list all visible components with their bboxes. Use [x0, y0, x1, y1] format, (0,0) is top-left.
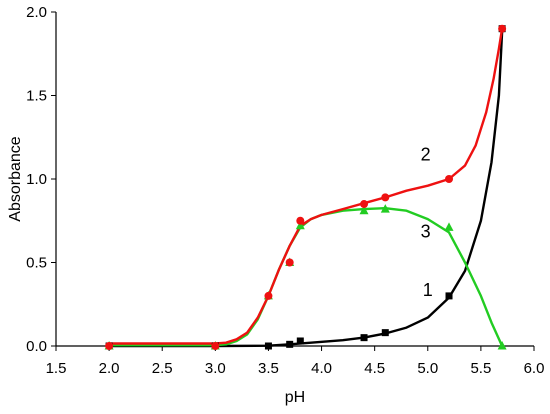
series-3-point [497, 341, 507, 350]
x-tick-label: 6.0 [524, 360, 545, 377]
series-markers [104, 24, 507, 350]
x-tick-label: 4.5 [364, 360, 385, 377]
series-3-point [295, 220, 305, 230]
series-1-point [360, 334, 368, 342]
x-tick-label: 2.0 [99, 360, 120, 377]
x-tick-label: 5.5 [470, 360, 491, 377]
series-1-point [296, 337, 304, 345]
series-2-line [107, 27, 504, 345]
y-tick-label: 0.5 [26, 255, 47, 272]
series-2-point [296, 216, 305, 225]
y-tick-label: 1.5 [26, 88, 47, 105]
x-tick-label: 1.5 [46, 360, 67, 377]
x-tick-label: 3.0 [205, 360, 226, 377]
y-tick-label: 2.0 [26, 4, 47, 21]
series-3-line [107, 207, 504, 348]
series-1-point [445, 292, 453, 300]
series-1-label: 1 [423, 280, 433, 300]
series-labels: 1 2 3 [421, 145, 433, 300]
series-2-point [285, 258, 294, 267]
axes [55, 12, 534, 347]
y-axis-title: Absorbance [7, 136, 24, 221]
series-2-point [105, 342, 114, 350]
series-3-point [359, 205, 369, 215]
series-1-point [381, 329, 389, 337]
x-tick-label: 5.0 [417, 360, 438, 377]
series-curves [107, 27, 504, 348]
series-2-point [381, 193, 390, 202]
series-2-point [264, 291, 273, 300]
series-3-point [444, 222, 454, 231]
series-2-point [211, 342, 220, 350]
series-3-point [380, 204, 390, 213]
series-3-label: 3 [421, 221, 431, 241]
series-1-line [107, 30, 504, 348]
series-1-point [286, 340, 294, 348]
x-tick-label: 2.5 [152, 360, 173, 377]
series-1-point [264, 342, 272, 350]
y-axis-ticks: 0.0 0.5 1.0 1.5 2.0 [26, 4, 56, 355]
series-2-point [360, 200, 369, 209]
series-2-label: 2 [421, 145, 431, 165]
x-axis-title: pH [285, 389, 305, 406]
x-tick-label: 4.0 [311, 360, 332, 377]
y-tick-label: 1.0 [26, 171, 47, 188]
series-2-point [445, 175, 454, 183]
x-axis-ticks: 1.5 2.0 2.5 3.0 3.5 4.0 4.5 5.0 5.5 6.0 [46, 346, 545, 377]
series-2-point [498, 24, 507, 33]
x-tick-label: 3.5 [258, 360, 279, 377]
y-tick-label: 0.0 [26, 338, 47, 355]
